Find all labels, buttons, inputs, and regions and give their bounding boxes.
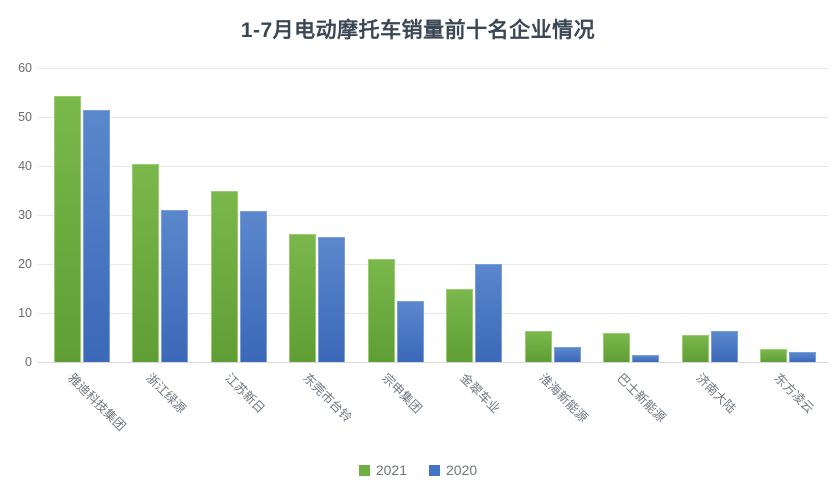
legend-label: 2020: [446, 462, 478, 478]
bar-2020-金翠车业[interactable]: [475, 264, 503, 362]
bar-2021-东莞市台铃[interactable]: [289, 233, 317, 362]
x-tick-label: 宗申集团: [379, 370, 425, 417]
bar-group[interactable]: [126, 68, 194, 362]
x-tick-label: 东莞市台铃: [300, 370, 355, 425]
chart-title: 1-7月电动摩托车销量前十名企业情况: [240, 19, 596, 42]
gridline-10: [38, 313, 828, 314]
bar-2021-巴士新能源[interactable]: [603, 332, 631, 362]
x-label-slot: 江苏新日: [205, 362, 273, 452]
bar-group[interactable]: [597, 68, 665, 362]
bar-2020-浙江绿源[interactable]: [161, 210, 189, 362]
bar-2020-巴士新能源[interactable]: [632, 354, 660, 362]
x-label-slot: 济南大陆: [676, 362, 744, 452]
x-tick-label: 淮海新能源: [535, 370, 591, 425]
x-tick-label: 金翠车业: [457, 370, 503, 417]
bar-2021-浙江绿源[interactable]: [132, 164, 160, 362]
plot-area: [38, 68, 828, 363]
y-tick-label-0: 0: [25, 355, 32, 369]
gridlines: [38, 68, 828, 363]
x-tick-label: 浙江绿源: [143, 370, 189, 417]
y-tick-label-40: 40: [18, 159, 32, 173]
x-tick-label: 济南大陆: [692, 370, 739, 417]
bar-2021-东方凌云[interactable]: [759, 348, 787, 362]
x-label-slot: 淮海新能源: [519, 362, 590, 452]
x-label-slot: 雅迪科技集团: [48, 362, 128, 452]
bar-2020-江苏新日[interactable]: [239, 210, 267, 362]
chart-legend: 2021 2020: [0, 462, 836, 478]
legend-swatch-icon: [358, 464, 370, 476]
x-tick-label: 东方凌云: [771, 370, 817, 417]
gridline-20: [38, 264, 828, 265]
legend-swatch-icon: [429, 464, 440, 476]
gridline-40: [38, 166, 828, 167]
x-label-slot: 宗申集团: [362, 362, 430, 452]
gridline-0: [38, 362, 828, 363]
x-axis-labels: 雅迪科技集团 浙江绿源 江苏新日 东莞市台铃 宗申集团 金翠车业 淮海新能源 巴士新能源 济南大…: [38, 362, 828, 452]
x-label-slot: 东方凌云: [754, 362, 822, 452]
bar-group[interactable]: [48, 68, 116, 362]
bar-2020-淮海新能源[interactable]: [553, 347, 581, 362]
bar-2020-济南大陆[interactable]: [710, 331, 738, 362]
bar-2020-宗申集团[interactable]: [396, 301, 424, 362]
x-tick-label: 雅迪科技集团: [65, 370, 129, 434]
bar-group[interactable]: [362, 68, 430, 362]
y-tick-label-10: 10: [18, 306, 32, 320]
bar-2021-济南大陆[interactable]: [681, 335, 709, 362]
x-label-slot: 巴士新能源: [597, 362, 668, 452]
bar-2021-雅迪科技集团[interactable]: [54, 95, 81, 362]
bar-2020-东方凌云[interactable]: [788, 352, 816, 362]
bar-group[interactable]: [676, 68, 744, 362]
bar-group[interactable]: [283, 68, 351, 362]
legend-label: 2021: [375, 462, 407, 478]
x-tick-label: 巴士新能源: [614, 370, 669, 425]
bar-2020-雅迪科技集团[interactable]: [83, 109, 110, 362]
bar-2021-金翠车业[interactable]: [446, 288, 474, 362]
gridline-60: [38, 68, 828, 69]
y-tick-label-60: 60: [18, 61, 32, 75]
y-tick-label-30: 30: [18, 208, 32, 222]
bar-2021-江苏新日[interactable]: [210, 190, 238, 362]
bar-group[interactable]: [440, 68, 508, 362]
y-tick-label-20: 20: [18, 257, 32, 271]
legend-item-2020[interactable]: 2020: [429, 462, 477, 478]
x-label-slot: 浙江绿源: [126, 362, 194, 452]
bar-groups: [38, 68, 828, 362]
gridline-50: [38, 117, 828, 118]
x-label-slot: 金翠车业: [440, 362, 508, 452]
bar-2021-宗申集团[interactable]: [367, 259, 395, 362]
y-tick-label-50: 50: [18, 110, 32, 124]
bar-2020-东莞市台铃[interactable]: [318, 236, 346, 362]
bar-2021-淮海新能源[interactable]: [524, 331, 552, 362]
bar-group[interactable]: [754, 68, 822, 362]
gridline-30: [38, 215, 828, 216]
bar-group[interactable]: [205, 68, 273, 362]
bar-group[interactable]: [519, 68, 587, 362]
y-axis: 60 50 40 30 20 10 0: [0, 61, 32, 369]
legend-item-2021[interactable]: 2021: [358, 462, 407, 478]
x-tick-label: 江苏新日: [222, 370, 268, 417]
x-label-slot: 东莞市台铃: [283, 362, 355, 452]
